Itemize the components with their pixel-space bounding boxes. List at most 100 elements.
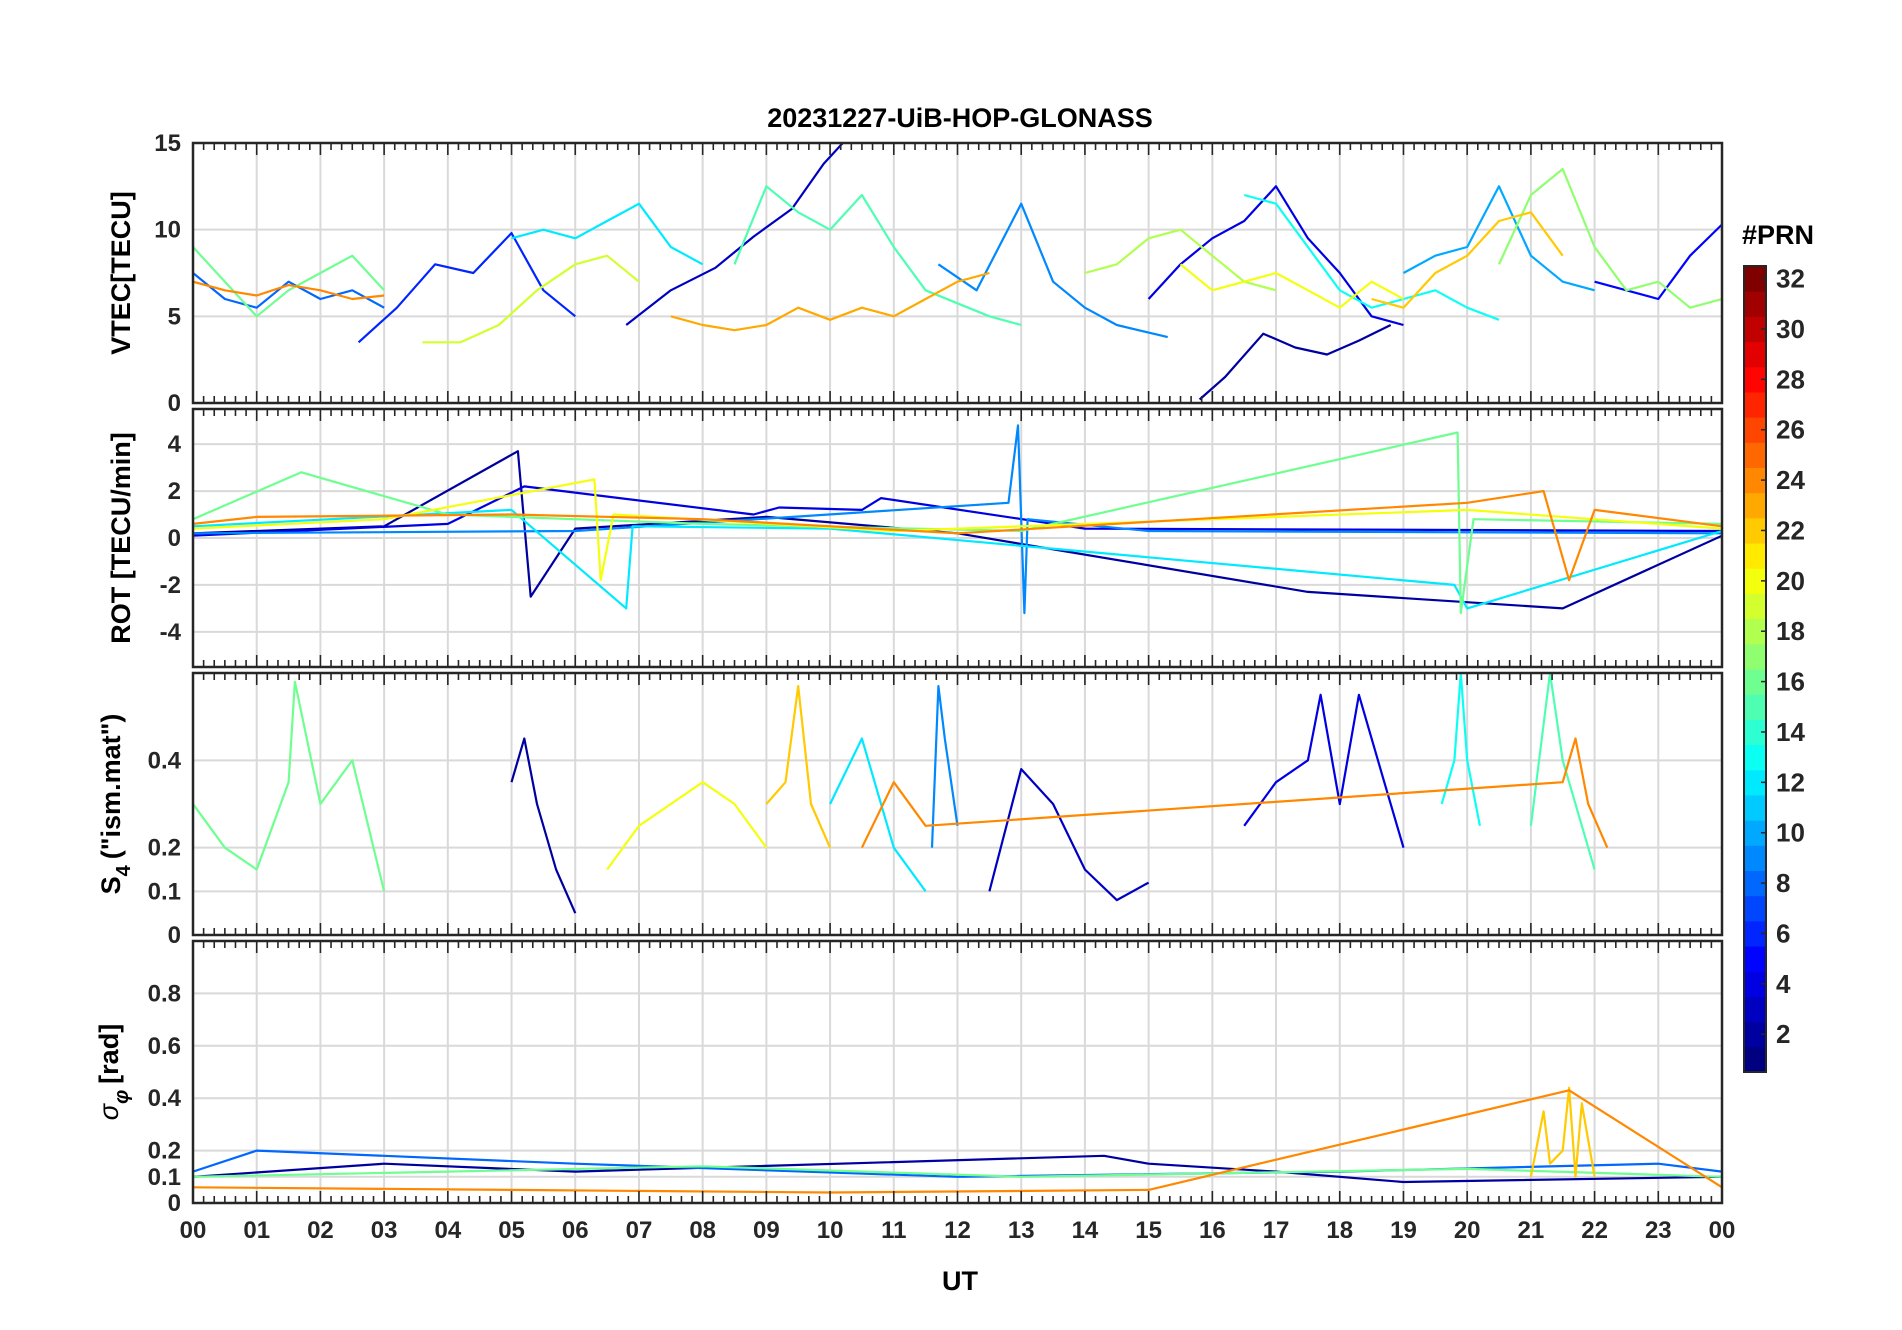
y-tick-label: 0: [168, 922, 181, 949]
x-tick-label: 08: [689, 1217, 716, 1244]
y-tick-label: 0.1: [148, 1164, 181, 1191]
colorbar-segment: [1744, 845, 1766, 871]
colorbar-segment: [1744, 719, 1766, 746]
series-line-prn-13: [1243, 193, 1500, 321]
x-tick-label: 18: [1326, 1217, 1353, 1244]
panel-frame: [191, 407, 1724, 669]
panel-rot: -4 -2 0 2 4 ROT [TECU/min]: [106, 407, 1724, 669]
chart-title: 20231227-UiB-HOP-GLONASS: [767, 103, 1153, 133]
x-axis-label: UT: [942, 1266, 978, 1296]
y-tick-label: 0: [168, 390, 181, 417]
y-tick-label: 4: [168, 431, 182, 458]
series-line-prn-9: [937, 202, 1168, 339]
y-tick-label: 2: [168, 478, 181, 505]
colorbar-tick-label: 28: [1776, 364, 1805, 394]
colorbar-segment: [1744, 593, 1766, 620]
panel-s4: 0 0.1 0.2 0.4 S4("ism.mat"): [96, 671, 1724, 949]
x-tick-label: 16: [1199, 1217, 1226, 1244]
y-tick-label: 0: [168, 525, 181, 552]
colorbar-tick-label: 14: [1776, 717, 1805, 747]
y-tick-label: 15: [154, 130, 181, 157]
y-tick-label: 0: [168, 1190, 181, 1217]
x-tick-label: 12: [944, 1217, 971, 1244]
series-line-prn-16: [193, 680, 386, 892]
colorbar-tick-label: 20: [1776, 566, 1805, 596]
colorbar-segment: [1744, 467, 1766, 494]
panel-frame: [191, 141, 1724, 405]
y-tick-label: 0.2: [148, 1138, 181, 1165]
panel-frame: [191, 939, 1724, 1205]
series-line-prn-8: [193, 1149, 1722, 1178]
series-group: [193, 673, 1609, 914]
y-tick-label: 0.8: [148, 980, 181, 1007]
x-tick-label: 03: [371, 1217, 398, 1244]
colorbar-tick-label: 2: [1776, 1019, 1790, 1049]
y-tick-label: -2: [160, 572, 181, 599]
colorbar-segment: [1744, 1021, 1766, 1048]
grid: [192, 941, 1723, 1204]
colorbar-segment: [1744, 820, 1766, 846]
colorbar-tick-label: 18: [1776, 616, 1805, 646]
colorbar-tick-label: 16: [1776, 667, 1805, 697]
colorbar-segment: [1744, 568, 1766, 594]
colorbar-segment: [1744, 517, 1766, 544]
x-tick-label: 19: [1390, 1217, 1417, 1244]
x-tick-label: 00: [1709, 1217, 1736, 1244]
series-line-prn-24: [193, 1089, 1722, 1194]
series-line-prn-2: [510, 737, 577, 914]
series-line-prn-23: [670, 271, 990, 332]
x-tick-label: 00: [180, 1217, 207, 1244]
series-line-prn-13: [1440, 673, 1481, 827]
y-tick-label: 0.4: [148, 747, 182, 774]
colorbar-segment: [1744, 744, 1766, 771]
colorbar-segment: [1744, 442, 1766, 468]
colorbar-segment: [1744, 946, 1766, 972]
series-group: [193, 424, 1722, 615]
colorbar-segment: [1744, 543, 1766, 569]
series-line-prn-24: [193, 490, 1722, 582]
series-line-prn-17: [1498, 167, 1722, 309]
x-tick-label: 21: [1518, 1217, 1545, 1244]
x-tick-label: 11: [881, 1217, 906, 1244]
series-line-prn-4: [1243, 693, 1405, 849]
colorbar-segment: [1744, 291, 1766, 317]
colorbar-tick-label: 32: [1776, 264, 1805, 294]
panel-vtec: 0 5 10 15 VTEC[TECU]: [106, 130, 1724, 417]
series-line-prn-12: [829, 737, 927, 892]
x-tick-label: 09: [753, 1217, 780, 1244]
colorbar-segment: [1744, 996, 1766, 1023]
x-tick-label: 23: [1645, 1217, 1672, 1244]
series-line-prn-16: [193, 431, 1722, 615]
series-line-prn-6: [357, 232, 576, 344]
colorbar-tick-label: 4: [1776, 969, 1791, 999]
y-axis-label: S4("ism.mat"): [96, 714, 135, 895]
colorbar-segment: [1744, 895, 1766, 922]
series-line-prn-2: [193, 1154, 1722, 1184]
series-group: [193, 1086, 1722, 1194]
series-line-prn-3: [988, 767, 1150, 902]
series-line-prn-10: [1402, 185, 1595, 292]
x-tick-label: 06: [562, 1217, 589, 1244]
x-tick-label: 04: [434, 1217, 461, 1244]
series-line-prn-5: [1594, 223, 1722, 301]
colorbar-segment: [1744, 769, 1766, 796]
colorbar-segment: [1744, 920, 1766, 947]
y-tick-label: 5: [168, 303, 181, 330]
x-tick-label: 15: [1135, 1217, 1162, 1244]
colorbar-segment: [1744, 341, 1766, 368]
panel-sigma: 00.10.2 0.4 0.6 0.8 σφ[rad] 00 01 02 03 04 05 06 07 0…: [94, 939, 1736, 1244]
x-tick-label: 07: [626, 1217, 653, 1244]
series-line-prn-12: [511, 202, 704, 266]
y-tick-label: 0.2: [148, 835, 181, 862]
series-line-prn-8: [193, 272, 385, 309]
x-tick-label: 01: [243, 1217, 270, 1244]
series-line-prn-20: [606, 781, 768, 871]
series-line-prn-22: [1371, 211, 1564, 309]
colorbar-segment: [1744, 971, 1766, 997]
colorbar-segment: [1744, 417, 1766, 443]
colorbar-segment: [1744, 618, 1766, 645]
series-line-prn-24: [860, 737, 1609, 849]
